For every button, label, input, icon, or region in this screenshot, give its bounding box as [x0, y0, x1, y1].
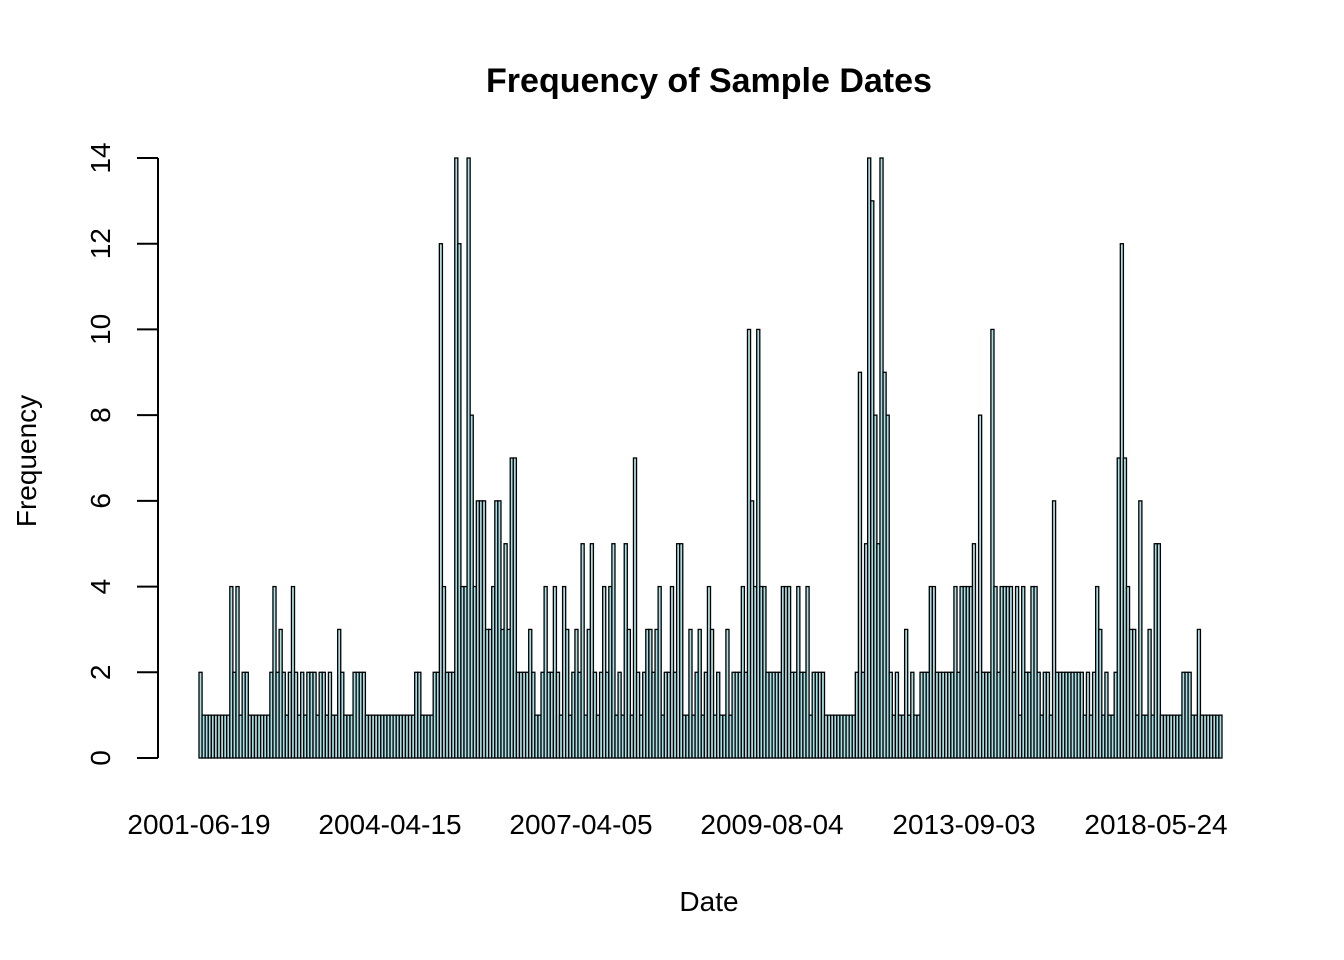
- x-tick-label: 2004-04-15: [318, 809, 461, 840]
- x-tick-label: 2013-09-03: [892, 809, 1035, 840]
- x-tick-label: 2001-06-19: [127, 809, 270, 840]
- bar: [1131, 628, 1137, 759]
- bar: [457, 243, 462, 759]
- bar: [725, 628, 730, 759]
- bar: [1196, 628, 1202, 759]
- bar: [580, 543, 585, 759]
- bar: [679, 543, 684, 759]
- bar: [657, 585, 662, 759]
- x-tick-label: 2007-04-05: [509, 809, 652, 840]
- bar: [438, 243, 444, 759]
- y-tick-label: 12: [85, 228, 116, 259]
- chart-title: Frequency of Sample Dates: [486, 62, 932, 100]
- bar: [805, 585, 810, 759]
- x-axis: 2001-06-19 2004-04-15 2007-04-05 2009-08-04…: [127, 809, 1227, 840]
- bar: [697, 628, 702, 759]
- bar: [903, 628, 909, 759]
- bar: [990, 328, 995, 759]
- bar: [589, 543, 595, 759]
- y-tick-label: 10: [85, 314, 116, 345]
- x-axis-label: Date: [679, 886, 738, 917]
- bar: [1051, 500, 1057, 759]
- bar: [1098, 628, 1103, 759]
- y-axis: 0 2 4 6 8 10 12 14: [85, 142, 159, 766]
- bar: [971, 543, 977, 759]
- y-tick-label: 14: [85, 142, 116, 173]
- bar: [235, 585, 240, 759]
- y-tick-label: 6: [85, 493, 116, 509]
- bar: [709, 628, 715, 759]
- bar: [626, 628, 632, 759]
- bar: [1147, 628, 1152, 759]
- bar: [632, 457, 638, 759]
- y-tick-label: 2: [85, 664, 116, 680]
- bar: [756, 328, 761, 759]
- bars: [198, 157, 1223, 759]
- y-tick-label: 8: [85, 407, 116, 423]
- bar: [857, 371, 863, 759]
- bar: [565, 628, 570, 759]
- y-tick-label: 0: [85, 750, 116, 766]
- y-axis-label: Frequency: [11, 395, 42, 527]
- bar: [885, 414, 890, 759]
- x-tick-label: 2009-08-04: [700, 809, 843, 840]
- bar: [1138, 500, 1143, 759]
- y-tick-label: 4: [85, 579, 116, 595]
- bar: [1218, 714, 1223, 759]
- bar: [512, 457, 518, 759]
- bar: [1014, 585, 1020, 759]
- bar: [1156, 543, 1162, 759]
- bar: [977, 414, 983, 759]
- x-tick-label: 2018-05-24: [1084, 809, 1227, 840]
- bar: [688, 628, 693, 759]
- bar: [611, 543, 616, 759]
